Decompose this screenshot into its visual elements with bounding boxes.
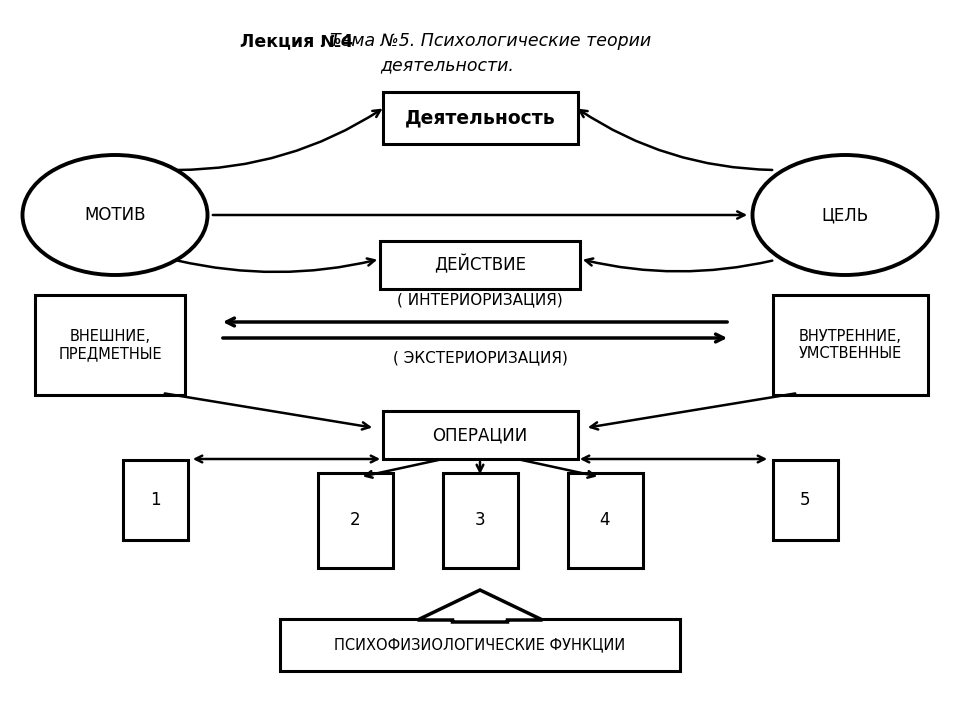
Text: Тема №5. Психологические теории: Тема №5. Психологические теории	[330, 32, 651, 50]
Text: ВНУТРЕННИЕ,
УМСТВЕННЫЕ: ВНУТРЕННИЕ, УМСТВЕННЫЕ	[799, 329, 901, 361]
Bar	[382, 411, 578, 459]
Text: 4: 4	[600, 511, 611, 529]
Bar	[280, 619, 680, 671]
Text: Лекция №4: Лекция №4	[240, 32, 359, 50]
Text: ДЕЙСТВИЕ: ДЕЙСТВИЕ	[434, 256, 526, 274]
Text: ПСИХОФИЗИОЛОГИЧЕСКИЕ ФУНКЦИИ: ПСИХОФИЗИОЛОГИЧЕСКИЕ ФУНКЦИИ	[334, 637, 626, 652]
Bar	[380, 241, 580, 289]
Polygon shape	[418, 590, 542, 622]
Text: ( ЭКСТЕРИОРИЗАЦИЯ): ( ЭКСТЕРИОРИЗАЦИЯ)	[393, 351, 567, 366]
Text: ( ИНТЕРИОРИЗАЦИЯ): ( ИНТЕРИОРИЗАЦИЯ)	[397, 292, 563, 307]
Bar	[318, 472, 393, 567]
Bar	[382, 92, 578, 144]
Bar	[773, 460, 837, 540]
Bar	[35, 295, 185, 395]
Bar	[123, 460, 187, 540]
Text: деятельности.: деятельности.	[380, 56, 514, 74]
Bar	[773, 295, 927, 395]
Text: 2: 2	[349, 511, 360, 529]
Text: ВНЕШНИЕ,
ПРЕДМЕТНЫЕ: ВНЕШНИЕ, ПРЕДМЕТНЫЕ	[59, 329, 162, 361]
Text: ЦЕЛЬ: ЦЕЛЬ	[822, 206, 869, 224]
Text: 5: 5	[800, 491, 810, 509]
Ellipse shape	[22, 155, 207, 275]
Text: МОТИВ: МОТИВ	[84, 206, 146, 224]
Text: 1: 1	[150, 491, 160, 509]
Ellipse shape	[753, 155, 938, 275]
Bar	[567, 472, 642, 567]
Text: Деятельность: Деятельность	[404, 109, 556, 127]
Text: ОПЕРАЦИИ: ОПЕРАЦИИ	[432, 426, 528, 444]
Bar	[443, 472, 517, 567]
Text: 3: 3	[474, 511, 486, 529]
